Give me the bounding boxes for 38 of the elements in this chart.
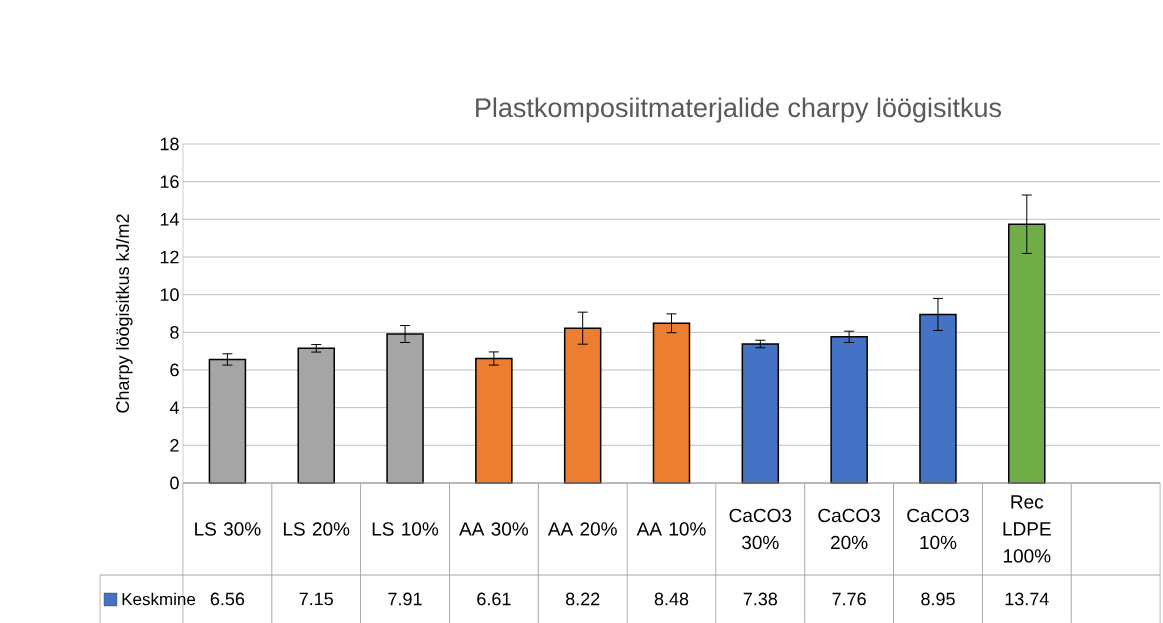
y-tick-label: 8 [170,325,179,339]
x-tick-label: AA 20% [547,522,617,536]
y-tick-label: 18 [160,137,179,151]
y-tick-label: 6 [170,363,179,377]
bar [652,322,691,484]
x-tick-label: CaCO3 20% [818,508,880,550]
y-tick-label: 2 [170,439,179,452]
x-tick-label: LS 30% [195,522,261,536]
x-tick-label: CaCO3 10% [907,508,969,550]
x-tick-label: AA 10% [636,522,706,536]
data-label: 7.15 [299,592,333,606]
legend-label: Keskmine [122,592,196,606]
y-tick-label: 14 [160,213,179,226]
x-tick-label: AA 30% [459,522,529,536]
x-tick-label: CaCO3 30% [729,508,792,550]
data-label: 7.76 [832,592,866,606]
y-tick-label: 12 [160,250,179,264]
bar [741,343,780,484]
y-tick-label: 16 [160,175,179,189]
y-tick-label: 0 [170,476,179,490]
data-label: 8.95 [921,592,955,606]
y-tick-label: 4 [169,401,179,414]
data-label: 13.74 [1005,592,1049,606]
x-tick-label: Rec LDPE 100% [1003,495,1051,563]
y-tick-label: 10 [160,288,179,302]
bar [830,336,868,484]
data-label: 6.56 [210,592,245,606]
y-axis-title: Charpy löögisitkus kJ/m2 [115,214,133,413]
bar [919,313,957,484]
x-tick-label: LS 20% [283,522,350,536]
chart-title: Plastkomposiitmaterjalide charpy löögisitkus [476,97,1002,123]
data-label: 6.61 [477,592,511,606]
bar [475,357,513,484]
data-label: 7.38 [743,592,778,606]
x-tick-label: LS 10% [372,522,439,536]
data-label: 8.22 [565,592,600,606]
data-label: 8.48 [654,592,689,606]
data-label: 7.91 [388,592,422,606]
